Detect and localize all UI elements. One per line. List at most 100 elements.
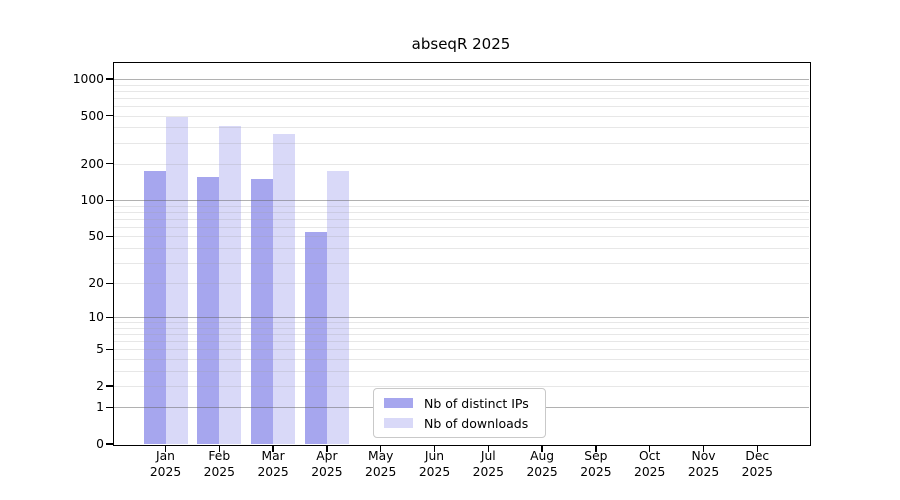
y-tick-label: 50 — [88, 229, 104, 244]
year-label: 2025 — [418, 464, 451, 479]
y-tick-label: 1 — [96, 400, 104, 415]
y-axis-tick — [106, 235, 113, 237]
bar-downloads — [219, 125, 242, 444]
month-label: Mar — [261, 449, 285, 463]
y-tick-label: 200 — [80, 156, 104, 171]
year-label: 2025 — [741, 464, 773, 479]
y-tick-label: 10 — [88, 310, 104, 325]
y-tick-label: 100 — [80, 193, 104, 208]
y-axis-tick — [106, 78, 113, 80]
x-axis-tick — [272, 445, 274, 452]
x-tick-label: Aug 2025 — [510, 449, 574, 480]
y-axis-tick — [106, 348, 113, 350]
y-tick-label: 500 — [80, 108, 104, 123]
year-label: 2025 — [472, 464, 504, 479]
y-axis-tick — [106, 316, 113, 318]
x-tick-label: Nov 2025 — [672, 449, 736, 480]
x-axis-tick — [164, 445, 167, 452]
month-label: Jan — [156, 449, 175, 463]
minor-gridline — [114, 236, 809, 238]
y-axis-tick — [106, 114, 113, 117]
y-axis-tick — [106, 443, 113, 445]
minor-gridline — [114, 205, 809, 207]
legend-item-downloads: Nb of downloads — [384, 416, 535, 431]
x-tick-label: Jul 2025 — [456, 449, 520, 480]
year-label: 2025 — [149, 464, 182, 479]
minor-gridline — [114, 386, 809, 387]
bar-distinct-ips — [304, 232, 327, 444]
year-label: 2025 — [580, 464, 612, 479]
x-axis-tick — [649, 445, 651, 452]
minor-gridline — [114, 142, 809, 144]
legend: Nb of distinct IPs Nb of downloads — [373, 388, 546, 438]
year-label: 2025 — [257, 464, 289, 479]
x-tick-label: Jan 2025 — [134, 449, 198, 480]
minor-gridline — [114, 247, 809, 249]
x-tick-label: Oct 2025 — [618, 449, 682, 480]
year-label: 2025 — [634, 464, 666, 479]
minor-gridline — [114, 226, 809, 228]
major-gridline — [114, 317, 809, 319]
year-label: 2025 — [365, 464, 397, 479]
month-label: Sep — [584, 449, 608, 463]
minor-gridline — [114, 97, 809, 99]
year-label: 2025 — [203, 464, 235, 479]
x-axis-tick — [380, 445, 382, 452]
minor-gridline — [114, 327, 809, 329]
minor-gridline — [114, 105, 809, 107]
minor-gridline — [114, 218, 809, 220]
month-label: Oct — [639, 449, 661, 463]
bar-downloads — [165, 116, 188, 444]
y-axis-tick — [106, 282, 113, 284]
bar-downloads — [273, 134, 296, 444]
minor-gridline — [114, 349, 809, 351]
minor-gridline — [114, 359, 809, 360]
x-axis-tick — [595, 445, 597, 452]
minor-gridline — [114, 370, 809, 372]
y-axis-tick — [106, 385, 113, 387]
x-tick-label: Apr 2025 — [295, 449, 359, 480]
month-label: Jun — [424, 449, 445, 463]
bar-downloads — [326, 170, 349, 444]
x-axis-tick — [756, 445, 758, 452]
month-label: May — [367, 449, 394, 463]
month-label: Apr — [316, 449, 338, 463]
month-label: Aug — [530, 449, 555, 463]
x-tick-label: May 2025 — [349, 449, 413, 480]
minor-gridline — [114, 262, 809, 264]
legend-label-distinct-ips: Nb of distinct IPs — [424, 395, 529, 411]
month-label: Dec — [745, 449, 770, 463]
x-axis-tick — [541, 445, 543, 452]
x-tick-label: Dec 2025 — [725, 449, 789, 480]
chart-title: abseqR 2025 — [411, 35, 511, 53]
bar-distinct-ips — [143, 171, 166, 444]
month-label: Jul — [480, 449, 496, 463]
year-label: 2025 — [526, 464, 558, 479]
minor-gridline — [114, 211, 809, 213]
x-axis-tick — [326, 445, 328, 452]
x-tick-label: Feb 2025 — [187, 449, 251, 480]
minor-gridline — [114, 163, 809, 165]
x-axis-tick — [702, 445, 705, 452]
minor-gridline — [114, 127, 809, 129]
bar-distinct-ips — [197, 176, 220, 444]
y-axis-tick — [106, 163, 113, 165]
minor-gridline — [114, 90, 809, 92]
minor-gridline — [114, 283, 809, 285]
y-axis-tick — [106, 199, 113, 201]
y-tick-label: 2 — [96, 379, 104, 393]
y-axis-tick — [106, 406, 113, 409]
minor-gridline — [114, 115, 809, 117]
x-axis-tick — [487, 445, 489, 452]
x-axis-tick — [218, 445, 220, 452]
minor-gridline — [114, 334, 809, 336]
major-gridline — [114, 79, 809, 80]
x-axis-tick — [433, 445, 436, 452]
legend-swatch-distinct-ips — [384, 398, 413, 408]
x-tick-label: Mar 2025 — [241, 449, 305, 480]
year-label: 2025 — [687, 464, 720, 479]
legend-swatch-downloads — [384, 418, 413, 428]
month-label: Feb — [208, 449, 231, 463]
plot-area-frame — [112, 61, 811, 446]
